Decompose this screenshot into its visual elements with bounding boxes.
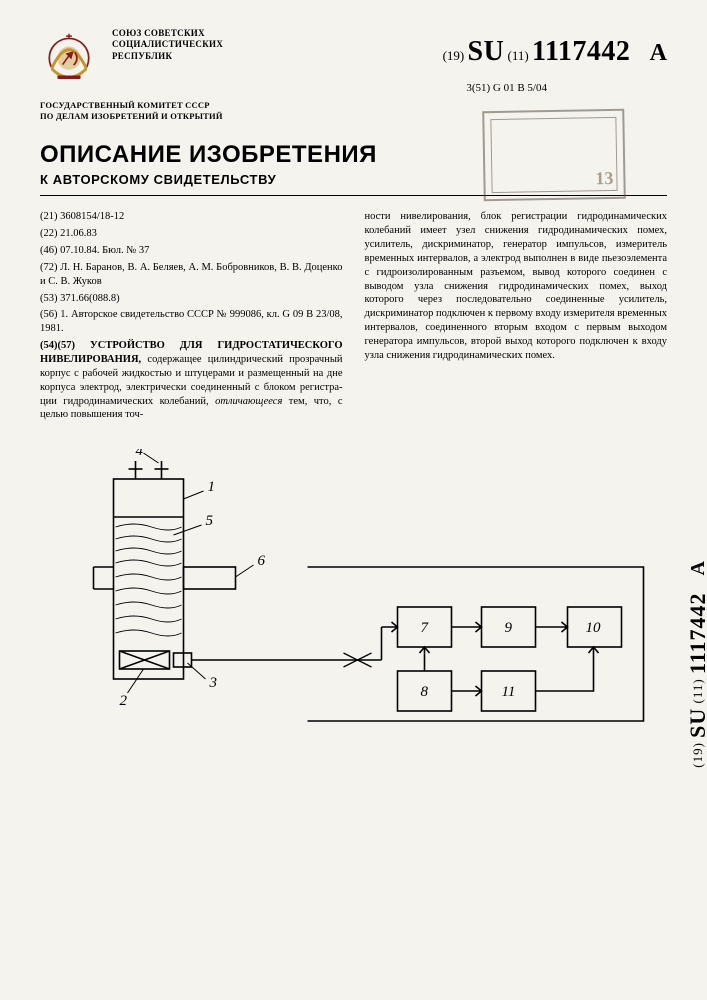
- issuer-name: СОЮЗ СОВЕТСКИХ СОЦИАЛИСТИЧЕСКИХ РЕСПУБЛИ…: [112, 28, 223, 62]
- label-3: 3: [209, 675, 218, 691]
- publication-code: (19) SU (11) 1117442 A: [443, 36, 667, 68]
- field-72-inventors: (72) Л. Н. Баранов, В. А. Беляев, А. М. …: [40, 261, 343, 289]
- side-19: (19): [690, 742, 705, 768]
- registration-stamp: 13: [482, 109, 626, 201]
- side-publication-code: (19) SU (11) 1117442 A: [685, 560, 707, 768]
- code-19: (19): [443, 48, 465, 63]
- label-11: 11: [502, 684, 516, 700]
- side-11: (11): [690, 678, 705, 703]
- field-22: (22) 21.06.83: [40, 227, 343, 241]
- schematic-figure: 1 4 5 6 2 3 7 9 10 8 11: [40, 449, 667, 749]
- label-5: 5: [206, 513, 214, 529]
- code-11: (11): [508, 48, 529, 63]
- side-cc: SU: [685, 708, 707, 738]
- field-46: (46) 07.10.84. Бюл. № 37: [40, 244, 343, 258]
- right-column: ности нивелирования, блок регистрации ги…: [365, 210, 668, 425]
- label-8: 8: [421, 684, 429, 700]
- ussr-emblem-icon: [40, 28, 98, 86]
- side-number: 1117442: [685, 592, 707, 674]
- abstract-distinguish: отли­чающееся: [215, 396, 282, 407]
- patent-page: СОЮЗ СОВЕТСКИХ СОЦИАЛИСТИЧЕСКИХ РЕСПУБЛИ…: [0, 0, 707, 769]
- issuer-line: РЕСПУБЛИК: [112, 51, 223, 62]
- label-6: 6: [258, 553, 266, 569]
- issuer-line: СОЮЗ СОВЕТСКИХ: [112, 28, 223, 39]
- abstract-continuation: ности нивелирования, блок регистрации ги…: [365, 210, 668, 362]
- ipc-classification: 3(51) G 01 B 5/04: [466, 82, 547, 94]
- label-10: 10: [586, 620, 602, 636]
- field-56-citations: (56) 1. Авторское свидетельство СССР № 9…: [40, 308, 343, 336]
- field-53: (53) 371.66(088.8): [40, 292, 343, 306]
- label-1: 1: [208, 479, 216, 495]
- country-code: SU: [468, 36, 505, 67]
- label-2: 2: [120, 693, 128, 709]
- issuer-line: СОЦИАЛИСТИЧЕСКИХ: [112, 39, 223, 50]
- body-columns: (21) 3608154/18-12 (22) 21.06.83 (46) 07…: [40, 210, 667, 425]
- side-kind: A: [687, 560, 707, 575]
- label-7: 7: [421, 620, 430, 636]
- field-21: (21) 3608154/18-12: [40, 210, 343, 224]
- abstract-start: (54)(57) УСТРОЙСТВО ДЛЯ ГИДРОСТА­ТИЧЕСКО…: [40, 339, 343, 422]
- left-column: (21) 3608154/18-12 (22) 21.06.83 (46) 07…: [40, 210, 343, 425]
- stamp-number: 13: [595, 168, 613, 189]
- label-9: 9: [505, 620, 513, 636]
- label-4: 4: [136, 449, 144, 459]
- kind-code: A: [650, 40, 667, 66]
- patent-number: 1117442: [532, 36, 630, 67]
